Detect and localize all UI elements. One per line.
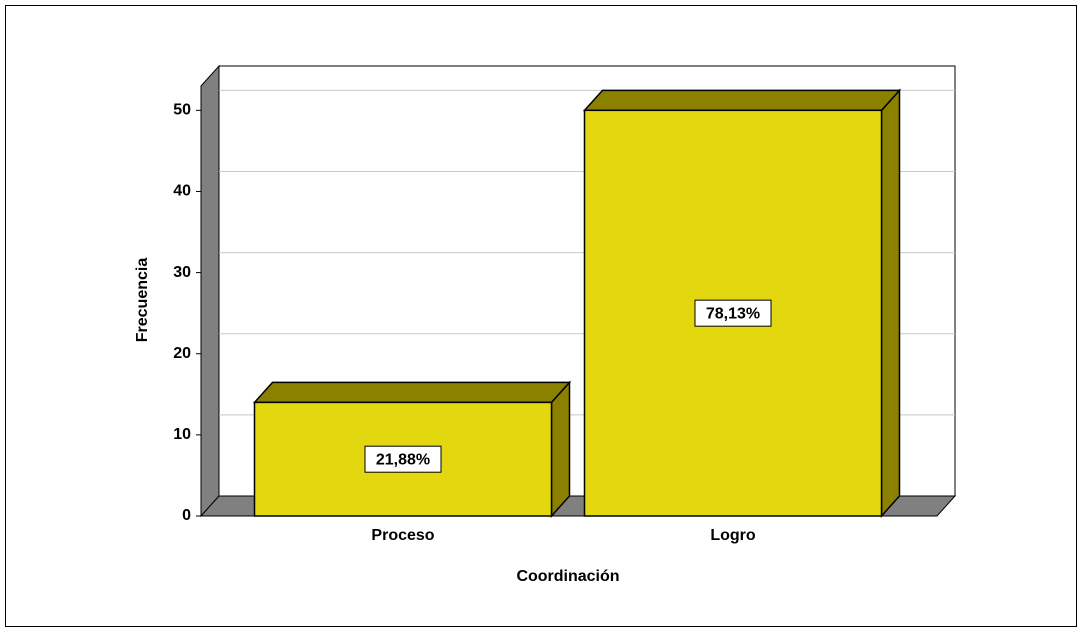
bar-label-box (694, 299, 772, 327)
y-tick-label: 50 (173, 102, 191, 119)
y-tick-label: 40 (173, 183, 191, 200)
x-axis-title: Coordinación (516, 568, 619, 585)
bar-label-box (364, 445, 442, 473)
left-wall (200, 64, 220, 518)
y-tick-label: 20 (173, 345, 191, 362)
bar-label: 78,13% (706, 305, 760, 322)
bar-top (582, 89, 902, 112)
x-tick-label: Logro (710, 527, 756, 544)
y-tick-label: 30 (173, 264, 191, 281)
bar-label: 21,88% (376, 451, 430, 468)
bar-side (550, 380, 571, 518)
bar-side (880, 88, 901, 518)
y-tick-label: 10 (173, 426, 191, 443)
x-tick-label: Proceso (371, 527, 434, 544)
bar-top (252, 381, 572, 404)
y-tick-label: 0 (182, 507, 191, 524)
y-axis-title: Frecuencia (134, 258, 151, 343)
